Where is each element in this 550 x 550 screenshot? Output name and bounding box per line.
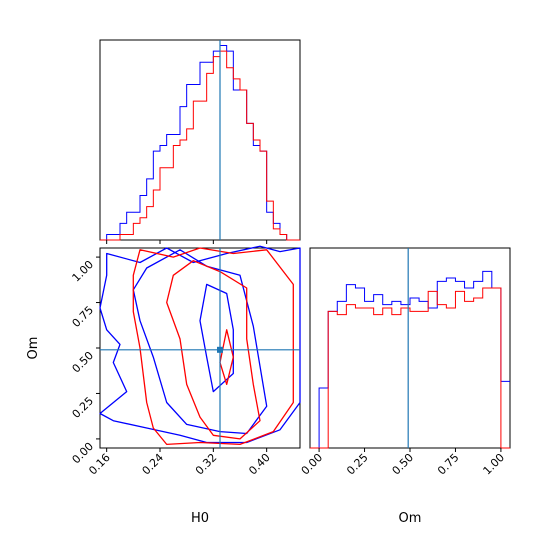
xlabel-h0: H0 (191, 511, 209, 526)
om-marginal-x-tick-label-1: 0.00 (299, 451, 326, 478)
hist-om (310, 270, 510, 449)
panel-om-marginal: 0.00 0.25 0.50 0.75 1.00 Om (299, 247, 511, 526)
xlabel-om: Om (399, 511, 422, 526)
frame-om-marginal (309, 247, 511, 449)
contour-6 (219, 329, 234, 386)
contour-5 (166, 260, 261, 440)
ylabel-om: Om (26, 337, 41, 360)
contour-x-tick-label-2: 0.24 (140, 451, 167, 478)
om-marginal-x-tick-label-3: 0.50 (390, 451, 417, 478)
contours (99, 245, 301, 446)
contour-3 (199, 283, 234, 393)
om-marginal-x-tick-label-5: 1.00 (481, 451, 508, 478)
ticks-h0-marginal (106, 240, 268, 244)
om-marginal-x-tick-label-4: 0.75 (435, 451, 462, 478)
hist-h0-series-2 (100, 50, 300, 241)
contour-y-tick-label-3: 0.50 (70, 349, 97, 376)
contour-4 (132, 247, 294, 446)
ticks-om-marginal: 0.00 0.25 0.50 0.75 1.00 (299, 448, 507, 477)
frame-h0-marginal (99, 39, 301, 241)
contour-y-tick-label-4: 0.75 (70, 303, 97, 330)
hist-h0-series-1 (100, 45, 300, 241)
contour-x-tick-label-4: 0.40 (246, 451, 273, 478)
hist-h0 (100, 45, 300, 241)
om-marginal-x-tick-label-2: 0.25 (344, 451, 371, 478)
contour-y-tick-label-2: 0.25 (70, 394, 97, 421)
hist-om-series-1 (310, 270, 510, 449)
contour-x-tick-label-3: 0.32 (193, 451, 220, 478)
contour-y-tick-label-5: 1.00 (70, 258, 97, 285)
contour-1 (99, 245, 301, 444)
truth-marker (217, 346, 223, 353)
panel-h0-om-contour: 0.16 0.24 0.32 0.400.000.250.500.751.00 H0 … (26, 245, 301, 526)
panel-h0-marginal (99, 39, 301, 244)
hist-om-series-2 (310, 287, 510, 449)
